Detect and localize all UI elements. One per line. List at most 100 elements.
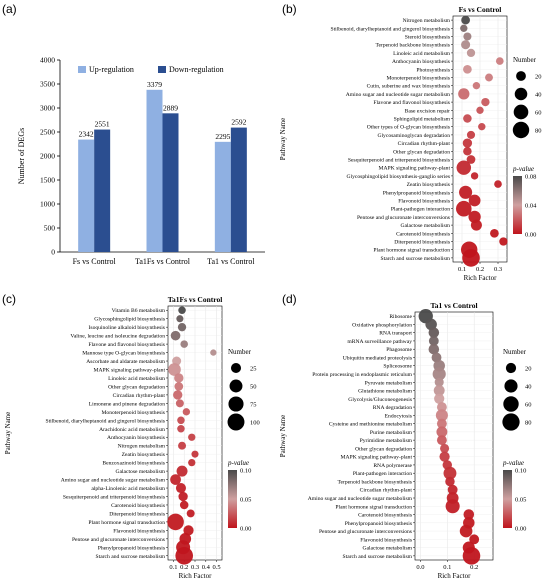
data-point [176, 465, 188, 477]
pathway-label: Glycosphingolipid biosynthesis [94, 317, 165, 323]
bar [230, 127, 247, 252]
pathway-label: Purine metabolism [370, 430, 413, 436]
y-tick-label: 3500 [40, 80, 55, 89]
y-axis-label: Pathway Name [279, 118, 287, 161]
data-point [472, 82, 481, 90]
data-point [443, 466, 457, 480]
data-point [425, 318, 437, 331]
pathway-label: Phenylpropanoid biosynthesis [345, 521, 412, 527]
x-tick-label: 0.1 [458, 266, 466, 273]
y-tick-label: 1500 [40, 176, 55, 185]
pathway-label: Ubiquitin mediated proteolysis [343, 355, 412, 361]
y-tick-label: 2000 [40, 152, 55, 161]
pathway-label: Phagosome [386, 347, 412, 353]
size-legend-label: 40 [535, 92, 542, 99]
pathway-label: RNA transport [379, 331, 412, 337]
pathway-label: Photosynthesis [416, 67, 450, 73]
pathway-label: Pyruvate metabolism [365, 380, 413, 386]
panel-label-d: (d) [282, 292, 297, 306]
y-tick-label: 500 [44, 224, 56, 233]
bubble-chart-b: Fs vs Control Nitrogen metabolism Stilbeno… [279, 5, 542, 282]
pathway-label: RNA degradation [373, 405, 413, 411]
pathway-label: Other glycan degradation [108, 384, 165, 390]
pathway-label: Plant hormone signal transduction [335, 504, 412, 510]
x-tick-label: 0.1 [443, 564, 451, 571]
bar-value-label: 2295 [215, 132, 230, 141]
pathway-label: MAPK signaling pathway-plant [94, 368, 166, 374]
data-point [170, 474, 181, 485]
data-point [494, 180, 502, 188]
data-point [462, 138, 473, 148]
data-point [432, 367, 446, 381]
x-tick-label: 0.3 [494, 266, 502, 273]
size-legend-label: 20 [525, 366, 532, 373]
pathway-label: alpha-Linolenic acid metabolism [91, 486, 165, 492]
data-point [436, 435, 447, 446]
pathway-label: Glycosphingolipid biosynthesis-ganglio s… [347, 174, 450, 180]
color-legend-title: p-value [502, 459, 524, 467]
legend-label: Up-regulation [89, 65, 134, 74]
data-point [191, 450, 199, 458]
size-legend-label: 20 [535, 74, 542, 81]
color-legend-title: p-value [227, 459, 249, 467]
pathway-label: Phenylpropanoid biosynthesis [98, 545, 165, 551]
pathway-label: Monoterpenoid biosynthesis [101, 410, 165, 416]
size-legend-label: 25 [250, 366, 257, 373]
pathway-label: Mannose type O-glycan biosynthesis [82, 351, 165, 357]
pathway-label: Oxidative phosphorylation [352, 322, 412, 328]
x-tick-label: 0.1 [169, 564, 177, 571]
data-point [462, 547, 481, 565]
data-point [463, 32, 472, 41]
data-point [485, 73, 493, 82]
data-point [168, 363, 181, 376]
data-point [459, 185, 473, 199]
data-point [431, 352, 442, 363]
pathway-label: Amino sugar and nucleotide sugar metabol… [61, 478, 166, 484]
x-category-label: Ta1Fs vs Control [135, 257, 191, 266]
data-point [436, 418, 447, 429]
data-point [186, 509, 195, 518]
pathway-label: Vitamin B6 metabolism [112, 308, 166, 314]
data-point [445, 499, 460, 514]
x-tick-label: 0.2 [180, 564, 188, 571]
data-point [499, 237, 508, 246]
x-category-label: Fs vs Control [73, 257, 117, 266]
bubble-chart-panel-c: Ta1Fs vs Control Vitamin B6 metabolism Gly… [0, 292, 275, 586]
pathway-label: Other glycan degradation [355, 446, 412, 452]
pathway-label: Starch and sucrose metabolism [343, 554, 413, 560]
bubble-chart-d: Ta1 vs Control Ribosome Oxidative phosphor… [279, 301, 532, 580]
pathway-label: MAPK signaling pathway-plant [341, 455, 413, 461]
data-point [439, 451, 450, 462]
pathway-label: Galactose metabolism [115, 469, 165, 475]
data-point [428, 343, 440, 355]
pathway-label: Nitrogen metabolism [118, 444, 166, 450]
data-point [436, 402, 447, 412]
data-point [428, 327, 440, 338]
pathway-label: Carotenoid biosynthesis [358, 513, 412, 519]
data-point [463, 147, 472, 156]
y-tick-label: 0 [51, 248, 55, 257]
size-legend-label: 50 [250, 384, 257, 391]
pathway-label: Amino sugar and nucleotide sugar metabol… [308, 496, 413, 502]
data-point [463, 509, 475, 520]
data-point [174, 382, 184, 391]
color-legend-tick: 0.04 [525, 203, 537, 210]
size-legend-circle [513, 104, 529, 120]
pathway-label: Ribosome [389, 314, 412, 320]
pathway-label: Plant-pathogen interaction [353, 471, 412, 477]
data-point [447, 484, 458, 495]
size-legend-title: Number [513, 56, 537, 64]
data-point [445, 476, 455, 487]
pathway-label: Plant hormone signal transduction [88, 520, 165, 526]
pathway-label: Diterpenoid biosynthesis [109, 511, 165, 517]
pathway-label: Flavonoid biosynthesis [113, 528, 165, 534]
data-point [188, 458, 196, 467]
data-point [456, 160, 472, 175]
data-point [461, 15, 470, 25]
color-legend-bar [228, 470, 237, 528]
data-point [476, 106, 484, 114]
pathway-label: Sesquiterpenoid and triterpenoid biosynt… [63, 495, 165, 501]
data-point [175, 546, 193, 565]
size-legend-label: 80 [535, 128, 542, 135]
pathway-label: Linoleic acid metabolism [108, 376, 166, 382]
